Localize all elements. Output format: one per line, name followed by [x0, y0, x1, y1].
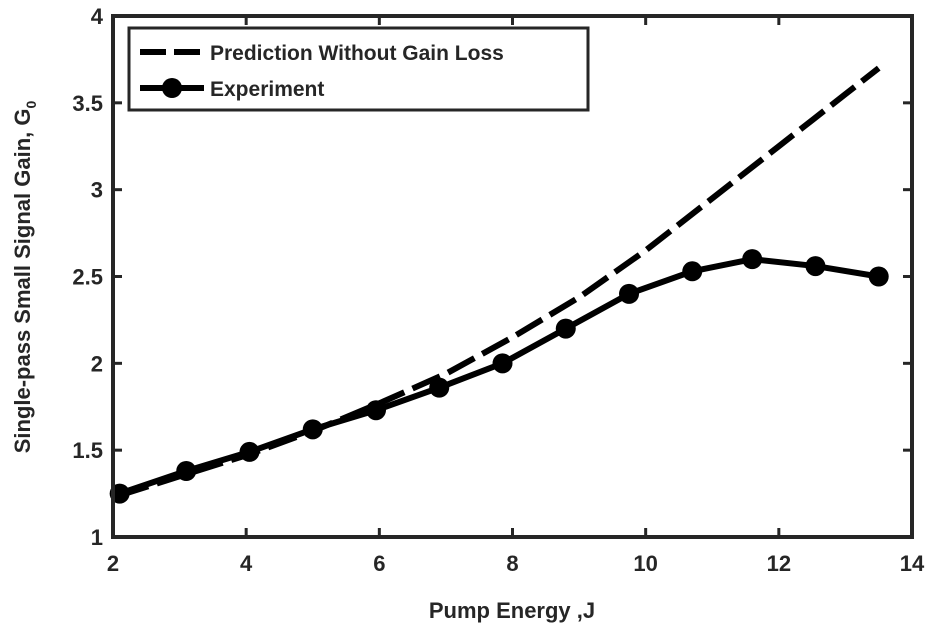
- y-tick-label: 3.5: [72, 91, 103, 116]
- legend: Prediction Without Gain Loss Experiment: [127, 26, 590, 112]
- axis-ticks: 2 4 6 8 10 12 14 1 1.5 2 2.5 3 3.5 4: [72, 4, 925, 576]
- y-tick-label: 2.5: [72, 265, 103, 290]
- x-axis-label: Pump Energy ,J: [429, 598, 595, 623]
- y-tick-label: 4: [91, 4, 104, 29]
- plot-marks: [109, 65, 889, 504]
- x-tick-label: 14: [900, 551, 925, 576]
- y-tick-label: 2: [91, 351, 103, 376]
- experiment-point: [239, 441, 260, 462]
- y-tick-label: 1.5: [72, 438, 103, 463]
- experiment-point: [555, 318, 576, 339]
- experiment-point: [805, 256, 826, 277]
- experiment-point: [429, 377, 450, 398]
- experiment-point: [176, 461, 197, 482]
- experiment-point: [868, 266, 889, 287]
- y-tick-label: 3: [91, 178, 103, 203]
- experiment-point: [302, 419, 323, 440]
- y-axis-label: Single-pass Small Signal Gain, G0: [10, 101, 39, 454]
- experiment-point: [742, 249, 763, 270]
- legend-box: [127, 26, 590, 112]
- series-experiment-line: [118, 256, 880, 497]
- experiment-point: [619, 283, 640, 304]
- x-tick-label: 2: [107, 551, 119, 576]
- x-tick-label: 6: [373, 551, 385, 576]
- series-prediction-line: [118, 65, 881, 499]
- experiment-point: [682, 261, 703, 282]
- legend-label-experiment: Experiment: [210, 78, 324, 101]
- experiment-point: [366, 400, 387, 421]
- x-tick-label: 12: [767, 551, 791, 576]
- x-tick-label: 8: [506, 551, 518, 576]
- y-tick-label: 1: [91, 525, 103, 550]
- legend-marker-experiment: [162, 78, 182, 98]
- legend-label-prediction: Prediction Without Gain Loss: [210, 42, 504, 65]
- x-tick-label: 4: [240, 551, 253, 576]
- experiment-point: [492, 353, 513, 374]
- x-tick-label: 10: [633, 551, 657, 576]
